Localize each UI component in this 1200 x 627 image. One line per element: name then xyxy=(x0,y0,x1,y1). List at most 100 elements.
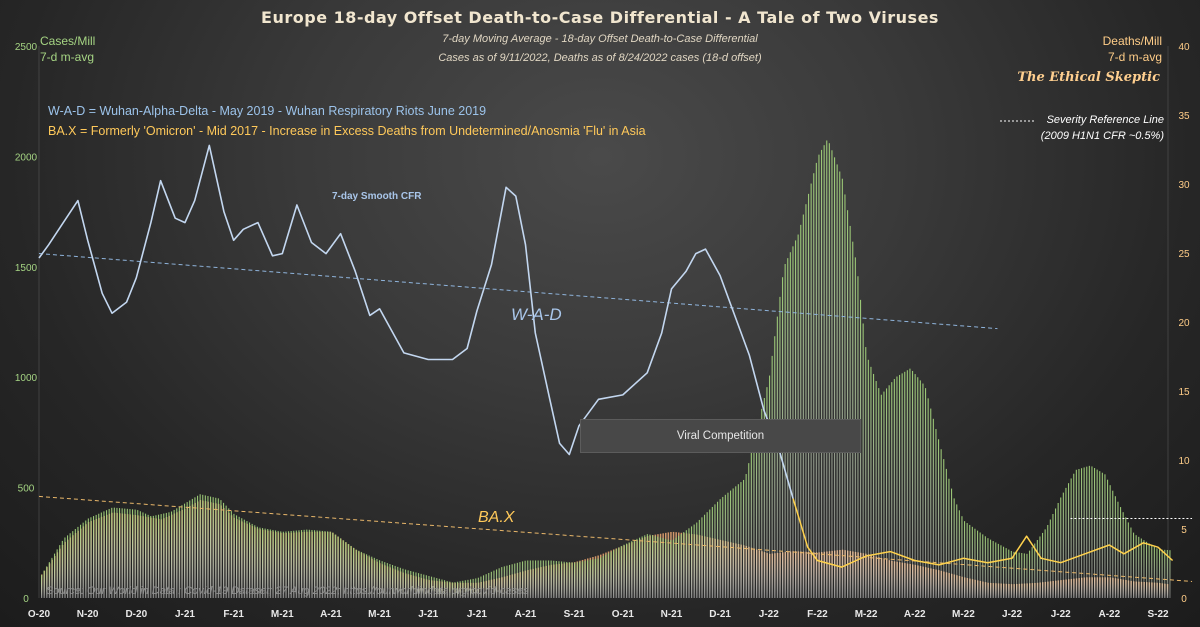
case-bar xyxy=(774,336,776,598)
case-bar xyxy=(961,516,963,598)
case-bar xyxy=(233,513,235,598)
case-bar xyxy=(808,193,810,598)
case-bar xyxy=(722,496,724,598)
case-bar xyxy=(243,519,245,598)
case-bar xyxy=(324,531,326,598)
case-bar xyxy=(95,514,97,598)
case-bar xyxy=(719,499,721,598)
x-tick-label: A-21 xyxy=(320,609,342,620)
case-bar xyxy=(77,526,79,598)
case-bar xyxy=(301,530,303,598)
left-tick-label: 0 xyxy=(23,594,29,605)
case-bar xyxy=(150,515,152,598)
case-bar xyxy=(971,526,973,598)
case-bar xyxy=(758,419,760,598)
case-bar xyxy=(342,540,344,598)
case-bar xyxy=(906,370,908,598)
case-bar xyxy=(519,562,521,598)
case-bar xyxy=(1036,540,1038,598)
case-bar xyxy=(667,539,669,598)
x-tick-label: O-21 xyxy=(612,609,635,620)
left-axis-title: Cases/Mill 7-d m-avg xyxy=(40,33,95,65)
chart-title: Europe 18-day Offset Death-to-Case Diffe… xyxy=(261,8,939,27)
severity-legend-note: (2009 H1N1 CFR ~0.5%) xyxy=(1040,130,1164,142)
case-bar xyxy=(977,530,979,598)
case-bar xyxy=(1161,549,1163,598)
case-bar xyxy=(194,497,196,598)
case-bar xyxy=(558,561,560,598)
case-bar xyxy=(184,503,186,598)
case-bar xyxy=(397,566,399,598)
case-bar xyxy=(951,488,953,598)
case-bar xyxy=(589,559,591,598)
case-bar xyxy=(402,568,404,598)
case-bar xyxy=(1151,545,1153,598)
case-bar xyxy=(771,355,773,598)
case-bar xyxy=(1086,466,1088,598)
case-bar xyxy=(506,565,508,598)
case-bar xyxy=(925,388,927,598)
case-bar xyxy=(415,572,417,598)
case-bar xyxy=(1013,551,1015,598)
x-tick-label: S-22 xyxy=(1147,609,1169,620)
case-bar xyxy=(527,560,529,598)
case-bar xyxy=(688,528,690,598)
case-bar xyxy=(613,550,615,598)
case-bar xyxy=(314,530,316,598)
case-bar xyxy=(1104,474,1106,598)
case-bar xyxy=(350,545,352,598)
case-bar xyxy=(641,536,643,598)
case-bar xyxy=(587,560,589,598)
case-bar xyxy=(990,539,992,598)
case-bar xyxy=(1169,550,1171,598)
case-bar xyxy=(888,385,890,598)
case-bar xyxy=(893,378,895,598)
case-bar xyxy=(1143,540,1145,598)
case-bar xyxy=(496,569,498,598)
smooth-cfr-annotation: 7-day Smooth CFR xyxy=(332,191,422,202)
case-bar xyxy=(366,554,368,598)
case-bar xyxy=(548,560,550,598)
case-bar xyxy=(581,561,583,598)
case-bar xyxy=(1156,548,1158,598)
grid-layer xyxy=(38,46,1169,598)
case-bar xyxy=(347,544,349,598)
case-bar xyxy=(1083,467,1085,598)
severity-legend-title: Severity Reference Line xyxy=(1046,114,1164,126)
case-bar xyxy=(56,549,58,598)
case-bar xyxy=(753,441,755,598)
case-bar xyxy=(262,528,264,598)
case-bar xyxy=(922,383,924,598)
case-bar xyxy=(363,553,365,598)
case-bar xyxy=(353,547,355,598)
case-bar xyxy=(930,408,932,598)
case-bar xyxy=(1094,468,1096,598)
case-bar xyxy=(966,523,968,598)
case-bar xyxy=(662,538,664,598)
case-bar xyxy=(145,513,147,598)
case-bar xyxy=(74,529,76,598)
case-bar xyxy=(873,373,875,598)
chart-subtitle-2: Cases as of 9/11/2022, Deaths as of 8/24… xyxy=(438,52,762,64)
case-bar xyxy=(41,574,43,598)
case-bar xyxy=(337,536,339,598)
case-bar xyxy=(763,398,765,598)
case-bar xyxy=(54,553,56,598)
case-bar xyxy=(701,517,703,598)
case-bar xyxy=(241,518,243,598)
wad-cfr-line xyxy=(38,144,794,499)
right-tick-label: 15 xyxy=(1178,387,1190,398)
case-bar xyxy=(849,225,851,598)
case-bar xyxy=(124,508,126,598)
case-bar xyxy=(295,530,297,598)
case-bar xyxy=(451,582,453,598)
case-bar xyxy=(834,157,836,598)
case-bar xyxy=(524,560,526,598)
case-bar xyxy=(649,534,651,598)
case-bar xyxy=(137,510,139,598)
case-bar xyxy=(714,504,716,598)
case-bar xyxy=(134,509,136,598)
case-bar xyxy=(381,561,383,598)
case-bar xyxy=(1133,532,1135,598)
case-bar xyxy=(407,570,409,598)
